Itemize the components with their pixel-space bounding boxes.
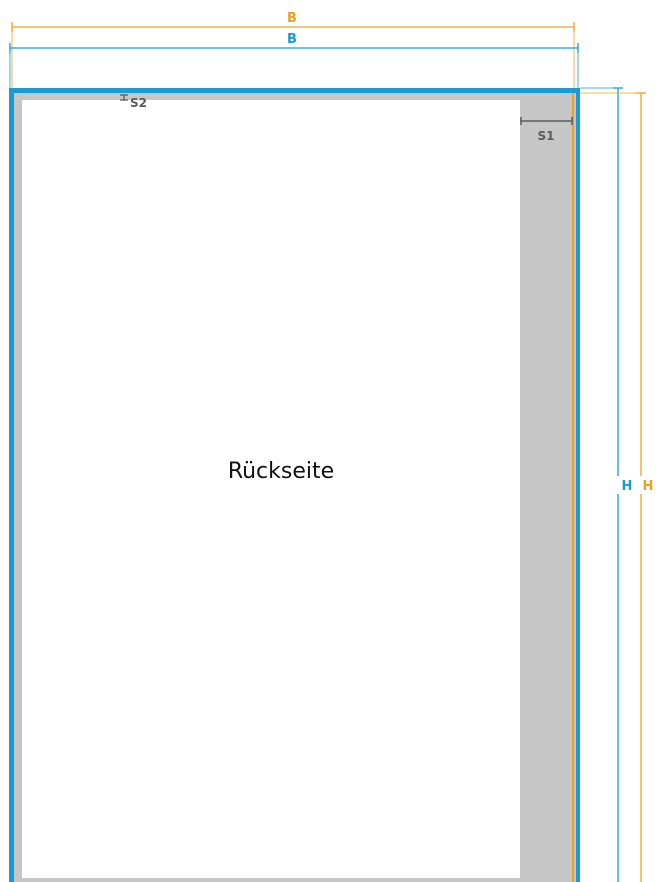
label-width-outer: B xyxy=(287,11,297,26)
page-side-label: Rückseite xyxy=(228,459,334,484)
dimension-spacing-right xyxy=(520,117,573,125)
label-height-outer-bg xyxy=(634,476,648,494)
label-height-inner: H xyxy=(622,479,633,494)
label-spacing-top: S2 xyxy=(130,96,147,110)
page-area xyxy=(22,100,520,878)
label-width-inner: B xyxy=(287,32,297,47)
dimension-spacing-top xyxy=(120,94,128,101)
label-height-inner-bg xyxy=(612,476,626,494)
trim-line-right xyxy=(572,93,574,882)
frame-right-edge xyxy=(576,88,580,882)
frame-left-edge xyxy=(9,88,14,882)
dimension-width-inner xyxy=(9,43,579,88)
label-height-outer: H xyxy=(643,479,654,494)
frame-top-edge xyxy=(9,88,580,93)
dimension-width-outer xyxy=(11,22,575,88)
label-spacing-right: S1 xyxy=(538,129,555,143)
